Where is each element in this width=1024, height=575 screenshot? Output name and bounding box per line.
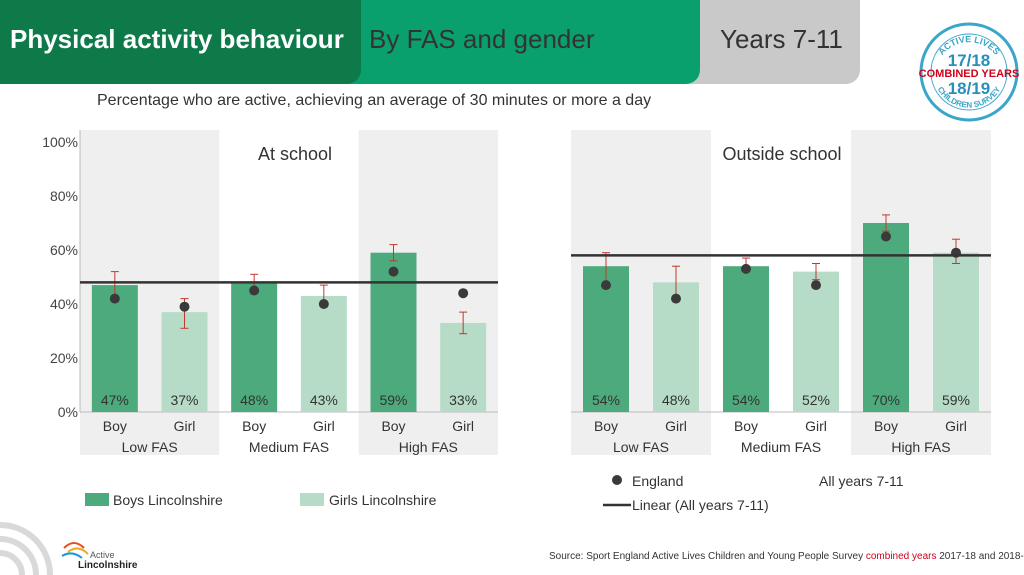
x-tick-label: Girl — [945, 418, 967, 434]
legend-all-years-label: All years 7-11 — [819, 473, 904, 489]
x-tick-label: Boy — [381, 418, 405, 434]
panel-title: Outside school — [722, 144, 841, 164]
boy-bar — [231, 282, 278, 412]
bar-value-label: 48% — [662, 392, 690, 408]
england-marker — [179, 301, 190, 312]
y-tick-label: 80% — [50, 188, 78, 204]
y-tick-label: 20% — [50, 350, 78, 366]
panel-title: At school — [258, 144, 332, 164]
england-marker — [109, 293, 120, 304]
x-tick-label: Girl — [313, 418, 335, 434]
bar-value-label: 54% — [732, 392, 760, 408]
legend-boys-swatch — [85, 493, 109, 506]
y-tick-label: 40% — [50, 296, 78, 312]
girl-bar — [933, 252, 979, 412]
group-label: Medium FAS — [249, 439, 329, 455]
source-note: Source: Sport England Active Lives Child… — [549, 551, 1024, 562]
england-marker — [318, 299, 329, 309]
x-tick-label: Boy — [103, 418, 127, 434]
page-title: Physical activity behaviour — [10, 24, 344, 54]
bar-value-label: 33% — [449, 392, 477, 408]
girl-bar — [653, 282, 699, 412]
group-label: High FAS — [399, 439, 458, 455]
source-highlight: combined years — [865, 551, 937, 562]
y-tick-label: 0% — [58, 404, 78, 420]
bar-value-label: 59% — [379, 392, 407, 408]
source-suffix: 2017-18 and 2018-19 — [939, 551, 1024, 562]
bar-value-label: 52% — [802, 392, 830, 408]
boy-bar — [370, 252, 417, 412]
y-tick-label: 100% — [42, 134, 78, 150]
source-prefix: Source: Sport England Active Lives Child… — [549, 551, 866, 562]
england-marker — [881, 231, 891, 242]
group-label: Medium FAS — [741, 439, 821, 455]
england-marker — [601, 280, 611, 291]
x-tick-label: Girl — [665, 418, 687, 434]
badge-year2: 18/19 — [948, 79, 991, 98]
x-tick-label: Boy — [594, 418, 618, 434]
legend-england-label: England — [632, 473, 683, 489]
girl-bar — [300, 295, 347, 412]
logo-line1: Active — [90, 550, 115, 560]
boy-bar — [583, 266, 629, 412]
x-tick-label: Boy — [242, 418, 266, 434]
active-lincolnshire-logo: Active Lincolnshire — [61, 542, 138, 571]
bar-value-label: 54% — [592, 392, 620, 408]
bar-value-label: 47% — [101, 392, 129, 408]
england-marker — [249, 285, 260, 296]
boy-bar — [91, 285, 138, 412]
years-label: Years 7-11 — [720, 24, 843, 54]
decorative-arcs — [0, 522, 53, 575]
badge-combined: COMBINED YEARS — [919, 68, 1020, 80]
x-tick-label: Girl — [174, 418, 196, 434]
group-label: Low FAS — [122, 439, 178, 455]
england-marker — [671, 293, 681, 304]
x-tick-label: Girl — [452, 418, 474, 434]
y-tick-label: 60% — [50, 242, 78, 258]
group-label: High FAS — [891, 439, 950, 455]
girl-bar — [793, 271, 839, 412]
boy-bar — [723, 266, 769, 412]
england-marker — [811, 280, 821, 291]
header-subtitle-panel — [300, 0, 700, 84]
page-subtitle-tab: By FAS and gender — [369, 24, 595, 54]
bar-value-label: 37% — [170, 392, 198, 408]
badge-year1: 17/18 — [948, 51, 991, 70]
england-marker — [388, 266, 399, 277]
group-label: Low FAS — [613, 439, 669, 455]
legend-girls-swatch — [300, 493, 324, 506]
england-marker — [458, 288, 469, 299]
bar-value-label: 48% — [240, 392, 268, 408]
logo-line2: Lincolnshire — [78, 560, 138, 571]
header-title-panel — [0, 0, 361, 84]
x-tick-label: Boy — [734, 418, 758, 434]
x-tick-label: Boy — [874, 418, 898, 434]
bar-value-label: 43% — [310, 392, 338, 408]
boy-bar — [863, 223, 909, 412]
legend-boys-label: Boys Lincolnshire — [113, 492, 223, 508]
girl-bar — [440, 322, 487, 412]
legend-england-marker — [612, 475, 622, 485]
england-marker — [741, 263, 751, 274]
legend-linear-label: Linear (All years 7-11) — [632, 497, 769, 513]
bar-value-label: 59% — [942, 392, 970, 408]
x-tick-label: Girl — [805, 418, 827, 434]
survey-badge: ACTIVE LIVES CHILDREN SURVEY 17/18 COMBI… — [919, 22, 1020, 122]
legend-girls-label: Girls Lincolnshire — [329, 492, 437, 508]
bar-value-label: 70% — [872, 392, 900, 408]
chart-subtitle: Percentage who are active, achieving an … — [97, 92, 652, 109]
